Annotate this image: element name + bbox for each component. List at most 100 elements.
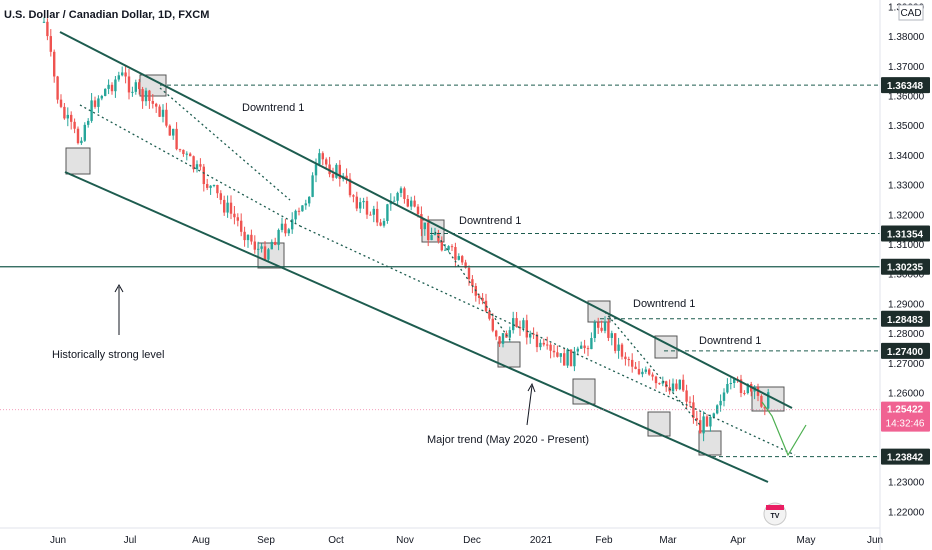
candle-body xyxy=(365,200,369,215)
time-tick-label: 2021 xyxy=(530,535,553,546)
currency-badge[interactable]: CAD xyxy=(898,4,924,21)
candle-body xyxy=(471,279,474,286)
candle-body xyxy=(729,383,732,385)
candle-body xyxy=(195,164,199,170)
candle-body xyxy=(260,246,263,249)
candle-body xyxy=(66,114,69,119)
candles xyxy=(42,17,770,442)
projection-path xyxy=(761,401,807,457)
candle-body xyxy=(688,401,692,403)
candle-body xyxy=(243,231,246,241)
candle-body xyxy=(141,89,144,102)
candle-body xyxy=(488,311,491,319)
candle-body xyxy=(641,371,644,375)
candle-body xyxy=(634,366,637,369)
candle-body xyxy=(148,90,151,101)
candle-body xyxy=(671,383,675,392)
chart-annotation: Downtrend 1 xyxy=(242,102,304,114)
candle-body xyxy=(726,384,729,393)
major-trend-channel-line xyxy=(64,171,769,483)
candle-body xyxy=(257,248,260,250)
candle-body xyxy=(746,384,749,394)
candle-body xyxy=(624,356,627,360)
candle-body xyxy=(172,128,175,136)
candle-body xyxy=(318,153,321,165)
candle-body xyxy=(382,220,386,226)
candle-body xyxy=(216,184,219,194)
candle-body xyxy=(56,76,59,100)
candle-body xyxy=(461,256,464,263)
price-tick-label: 1.26000 xyxy=(888,389,925,400)
candle-body xyxy=(168,125,171,136)
candle-body xyxy=(743,392,746,394)
candle-body xyxy=(685,390,688,402)
candle-body xyxy=(692,402,695,419)
candle-body xyxy=(202,166,205,185)
currency-badge-box xyxy=(898,4,924,21)
candle-body xyxy=(110,84,114,92)
candle-body xyxy=(124,72,127,77)
price-level-tag-label: 1.30235 xyxy=(887,263,924,274)
time-axis[interactable]: Jun Jul Aug Sep Oct Nov Dec 2021 Feb Mar Apr May Jun xyxy=(50,535,883,546)
candle-body xyxy=(580,345,583,349)
candle-body xyxy=(53,51,56,77)
candle-body xyxy=(760,395,763,407)
candle-body xyxy=(42,21,46,23)
candle-body xyxy=(287,229,290,234)
candle-body xyxy=(175,128,178,150)
price-level-tag-label: 1.27400 xyxy=(887,347,924,358)
candle-body xyxy=(379,222,382,226)
price-level-tag xyxy=(881,258,930,275)
candle-body xyxy=(263,246,267,260)
candle-body xyxy=(240,220,243,232)
candle-body xyxy=(270,241,273,250)
candle-body xyxy=(597,322,600,328)
time-tick-label: Mar xyxy=(659,535,677,546)
time-tick-label: Dec xyxy=(463,535,481,546)
candle-body xyxy=(522,320,525,329)
candle-body xyxy=(529,333,532,338)
candle-body xyxy=(767,392,770,409)
candle-body xyxy=(695,418,698,421)
candle-body xyxy=(467,267,471,280)
candle-body xyxy=(498,336,501,344)
candle-body xyxy=(70,114,73,122)
candle-body xyxy=(73,121,76,129)
price-tick-label: 1.38000 xyxy=(888,32,925,43)
candle-body xyxy=(705,416,709,427)
candle-body xyxy=(637,368,641,375)
highlight-zone xyxy=(497,341,521,368)
candle-body xyxy=(348,178,352,196)
candle-body xyxy=(199,164,202,167)
time-tick-label: Apr xyxy=(730,535,746,546)
candle-body xyxy=(535,334,539,348)
candle-body xyxy=(627,359,630,361)
candle-body xyxy=(454,247,457,260)
candle-body xyxy=(712,413,715,417)
candle-body xyxy=(311,175,314,197)
candle-body xyxy=(182,149,185,155)
candle-body xyxy=(403,188,406,199)
price-level-tag-label: 1.28483 xyxy=(887,315,924,326)
annotation-arrow-head xyxy=(114,283,124,293)
candle-body xyxy=(450,246,454,248)
annotation-arrow-head xyxy=(527,382,536,393)
candle-body xyxy=(246,234,250,241)
candle-body xyxy=(219,193,222,200)
candle-body xyxy=(192,156,195,170)
candle-body xyxy=(413,200,416,207)
candle-body xyxy=(433,232,437,235)
candle-body xyxy=(559,353,562,357)
time-tick-label: Oct xyxy=(328,535,344,546)
candle-body xyxy=(549,344,552,351)
symbol-title: U.S. Dollar / Canadian Dollar, 1D, FXCM xyxy=(4,9,209,21)
candle-body xyxy=(206,184,209,188)
tradingview-logo-icon[interactable]: TV xyxy=(763,502,787,526)
candle-body xyxy=(233,213,236,218)
candle-body xyxy=(277,229,280,245)
candle-body xyxy=(501,333,505,344)
candle-body xyxy=(59,99,63,107)
candle-body xyxy=(87,120,90,125)
